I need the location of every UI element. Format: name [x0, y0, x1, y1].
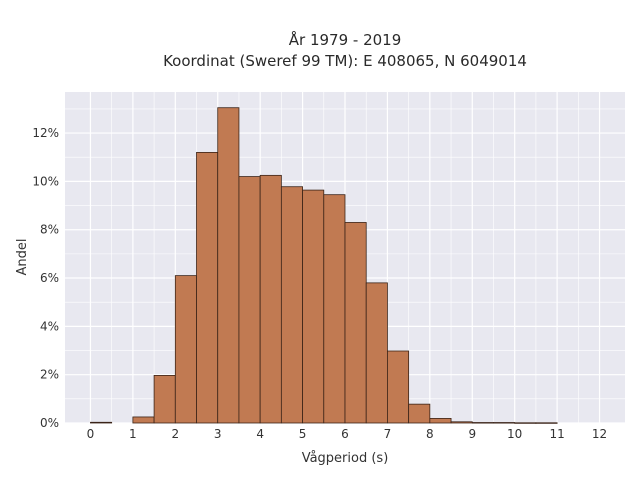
y-axis-ticks: 0% 2% 4% 6% 8% 10% 12% [32, 126, 59, 430]
chart-title-line-2: Koordinat (Sweref 99 TM): E 408065, N 60… [163, 52, 527, 70]
y-tick-label: 10% [32, 174, 59, 188]
x-tick-label: 0 [87, 427, 95, 441]
histogram-bar [238, 176, 261, 424]
y-axis-label: Andel [15, 239, 30, 276]
y-tick-label: 12% [32, 126, 59, 140]
histogram-bar [323, 194, 346, 424]
x-tick-label: 2 [171, 427, 179, 441]
chart-title-line-1: År 1979 - 2019 [289, 30, 402, 49]
x-tick-label: 5 [299, 427, 307, 441]
x-tick-label: 11 [549, 427, 564, 441]
x-tick-label: 9 [468, 427, 476, 441]
y-tick-label: 8% [40, 223, 59, 237]
histogram-bar [365, 282, 388, 424]
x-tick-label: 8 [426, 427, 434, 441]
histogram-bar [514, 422, 537, 424]
histogram-bar [429, 418, 452, 424]
x-axis-ticks: 0 1 2 3 4 5 6 7 8 9 10 11 12 [87, 427, 608, 441]
histogram-bar [471, 422, 494, 424]
x-axis-label: Vågperiod (s) [302, 451, 389, 466]
y-tick-label: 2% [40, 368, 59, 382]
histogram-bar [387, 350, 410, 424]
x-tick-label: 7 [384, 427, 392, 441]
histogram-bars [90, 107, 558, 424]
y-tick-label: 6% [40, 271, 59, 285]
y-tick-label: 0% [40, 416, 59, 430]
x-tick-label: 3 [214, 427, 222, 441]
x-tick-label: 12 [592, 427, 607, 441]
y-tick-label: 4% [40, 319, 59, 333]
histogram-bar [90, 421, 113, 424]
x-tick-label: 10 [507, 427, 522, 441]
histogram-bar [535, 422, 558, 424]
histogram-bar [153, 375, 176, 424]
histogram-bar [196, 152, 219, 424]
histogram-bar [450, 421, 473, 424]
x-tick-label: 6 [341, 427, 349, 441]
histogram-bar [408, 403, 431, 424]
x-tick-label: 1 [129, 427, 137, 441]
histogram-bar [493, 422, 516, 424]
histogram-bar [259, 174, 282, 424]
x-tick-label: 4 [256, 427, 264, 441]
histogram-bar [280, 186, 303, 424]
histogram-bar [217, 107, 240, 424]
histogram-bar [132, 416, 155, 424]
histogram-bar [302, 189, 325, 424]
histogram-bar [174, 275, 197, 424]
histogram-bar [344, 222, 367, 424]
